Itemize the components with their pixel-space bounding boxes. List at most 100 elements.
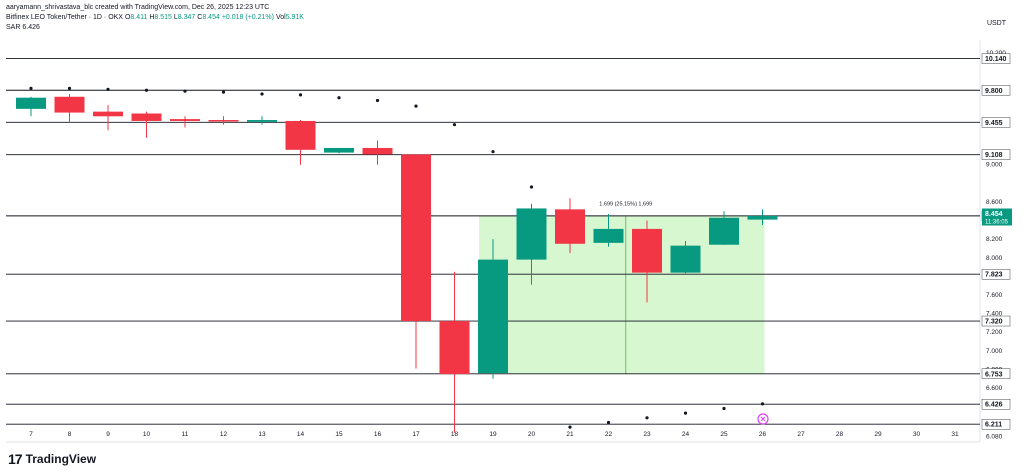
candle-body xyxy=(54,96,85,113)
measure-label: 1.699 (25.15%) 1,699 xyxy=(599,202,652,208)
time-tick: 20 xyxy=(528,431,536,438)
time-tick: 16 xyxy=(374,431,382,438)
candle-body xyxy=(632,228,662,273)
sar-legend[interactable]: SAR 6.426 xyxy=(6,23,304,33)
svg-text:6.211: 6.211 xyxy=(985,422,1002,429)
candle-body xyxy=(324,147,354,153)
svg-text:10.140: 10.140 xyxy=(985,56,1007,63)
candle-body xyxy=(285,120,316,150)
sar-dot xyxy=(67,86,72,90)
price-tick: 6.600 xyxy=(986,385,1003,392)
time-tick: 10 xyxy=(143,431,151,438)
tradingview-logo-text: TradingView xyxy=(25,452,97,466)
level-price-label: 6.426 xyxy=(981,399,1011,410)
sar-dot xyxy=(645,416,649,420)
price-tick: 7.600 xyxy=(986,292,1003,299)
svg-text:8.454: 8.454 xyxy=(985,211,1003,218)
time-tick: 27 xyxy=(797,431,805,438)
svg-text:6.753: 6.753 xyxy=(985,371,1003,378)
replay-icon[interactable] xyxy=(757,413,769,425)
sar-value: 6.426 xyxy=(22,24,40,31)
level-price-label: 6.211 xyxy=(981,419,1011,430)
time-tick: 12 xyxy=(220,431,228,438)
svg-text:6.426: 6.426 xyxy=(985,402,1003,409)
level-price-labels: 10.1409.8009.4559.1088.4507.8237.3206.75… xyxy=(981,53,1012,430)
sar-dot xyxy=(452,123,457,127)
close-label: C xyxy=(197,14,203,21)
candle-body xyxy=(208,120,239,122)
volume-value: 5.91K xyxy=(285,14,304,21)
time-tick: 26 xyxy=(759,431,767,438)
svg-text:7.823: 7.823 xyxy=(985,272,1003,279)
candle-body xyxy=(170,119,200,121)
sar-dot xyxy=(221,90,226,94)
svg-text:9.108: 9.108 xyxy=(985,152,1003,159)
time-tick: 11 xyxy=(182,431,189,438)
level-price-label: 6.753 xyxy=(981,368,1011,379)
time-tick: 24 xyxy=(682,431,690,438)
candle-body xyxy=(93,111,123,117)
price-tick: 9.000 xyxy=(986,162,1003,169)
sar-dot xyxy=(491,150,495,154)
time-tick: 22 xyxy=(605,431,613,438)
price-tick: 7.400 xyxy=(986,311,1003,318)
time-tick: 31 xyxy=(951,431,959,438)
svg-text:7.320: 7.320 xyxy=(985,319,1003,326)
time-tick: 23 xyxy=(643,431,651,438)
candle-body xyxy=(593,228,624,243)
time-tick: 13 xyxy=(258,431,266,438)
candle-body xyxy=(747,215,778,220)
high-value: 8.515 xyxy=(154,14,172,21)
level-price-label: 10.140 xyxy=(981,53,1011,64)
time-tick: 8 xyxy=(68,431,72,438)
level-price-label: 7.320 xyxy=(981,315,1011,327)
time-tick: 21 xyxy=(566,431,574,438)
time-tick: 15 xyxy=(335,431,343,438)
chart-legend: aaryamann_shrivastava_blc created with T… xyxy=(6,3,304,33)
currency-label[interactable]: USDT xyxy=(986,20,1006,27)
time-tick: 14 xyxy=(297,431,305,438)
tradingview-logo-icon: 17 xyxy=(8,451,23,467)
level-price-label: 7.823 xyxy=(981,269,1011,280)
sar-dot xyxy=(337,96,341,100)
price-tick: 8.000 xyxy=(986,255,1003,262)
time-tick: 7 xyxy=(29,431,33,438)
sar-dot xyxy=(529,185,534,189)
price-tick: 8.200 xyxy=(986,236,1003,243)
time-axis-ticks: 7 8 9 10 11 12 13 14 15 16 17 18 19 20 21 22 23 24 25 26 27 2… xyxy=(29,431,959,438)
candle-body xyxy=(401,154,431,322)
sar-dot xyxy=(106,87,110,91)
level-price-label: 9.108 xyxy=(981,149,1011,160)
price-tick: 6.080 xyxy=(986,433,1003,440)
sar-dot xyxy=(260,92,264,96)
candle-body xyxy=(16,97,46,109)
sar-dot xyxy=(414,104,418,108)
price-tick: 7.000 xyxy=(986,348,1003,355)
sar-dot xyxy=(183,89,187,93)
symbol-title[interactable]: Bitfinex LEO Token/Tether · 1D · OKX xyxy=(6,14,123,21)
low-value: 8.347 xyxy=(177,14,196,21)
tradingview-logo: 17 TradingView xyxy=(8,451,96,467)
open-value: 8.411 xyxy=(130,14,148,21)
candle-body xyxy=(670,245,701,273)
candle-body xyxy=(555,209,585,244)
time-tick: 25 xyxy=(720,431,728,438)
change-value: +0.018 (+0.21%) xyxy=(221,14,274,21)
time-tick: 18 xyxy=(451,431,459,438)
sar-dot xyxy=(568,425,572,429)
level-price-label: 9.455 xyxy=(981,117,1011,128)
sar-dot xyxy=(683,411,688,415)
price-axis-ticks: 6.0806.4006.6006.8007.0007.2007.4007.600… xyxy=(986,50,1006,440)
symbol-ohlc-line: Bitfinex LEO Token/Tether · 1D · OKX O8.… xyxy=(6,13,304,23)
time-tick: 28 xyxy=(836,431,844,438)
candle-body xyxy=(131,113,162,121)
open-label: O xyxy=(124,14,131,21)
time-tick: 19 xyxy=(489,431,497,438)
horizontal-levels[interactable] xyxy=(6,58,980,425)
high-label: H xyxy=(149,14,155,21)
time-tick: 9 xyxy=(106,431,110,438)
candle-body xyxy=(516,208,547,260)
candle-body xyxy=(709,217,739,245)
sar-dot xyxy=(606,420,611,425)
